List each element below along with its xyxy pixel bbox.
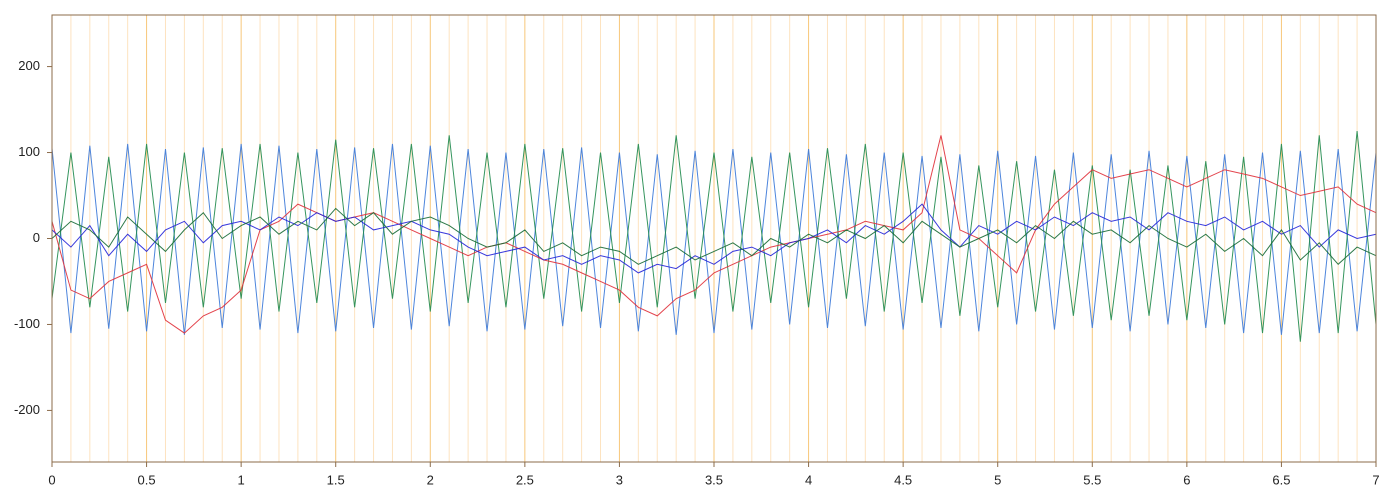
x-tick-label: 2	[427, 472, 434, 487]
x-tick-label: 0	[48, 472, 55, 487]
y-tick-label: 100	[18, 144, 40, 159]
x-tick-label: 6	[1183, 472, 1190, 487]
y-tick-label: 0	[33, 230, 40, 245]
x-tick-label: 4.5	[894, 472, 912, 487]
x-tick-label: 1	[238, 472, 245, 487]
x-tick-label: 0.5	[138, 472, 156, 487]
data-line	[51, 203, 1377, 274]
y-tick-label: -100	[14, 316, 40, 331]
x-tick-label: 6.5	[1272, 472, 1290, 487]
data-line	[51, 135, 1377, 334]
x-tick-label: 3.5	[705, 472, 723, 487]
data-line	[51, 143, 1377, 335]
x-tick-label: 3	[616, 472, 623, 487]
x-tick-label: 2.5	[516, 472, 534, 487]
x-tick-label: 1.5	[327, 472, 345, 487]
y-tick-label: 200	[18, 58, 40, 73]
plot-frame	[51, 14, 1377, 463]
x-tick-label: 5.5	[1083, 472, 1101, 487]
x-tick-label: 7	[1372, 472, 1379, 487]
x-tick-label: 4	[805, 472, 812, 487]
data-line	[51, 130, 1377, 342]
x-tick-label: 5	[994, 472, 1001, 487]
data-line	[51, 207, 1377, 266]
y-tick-label: -200	[14, 402, 40, 417]
